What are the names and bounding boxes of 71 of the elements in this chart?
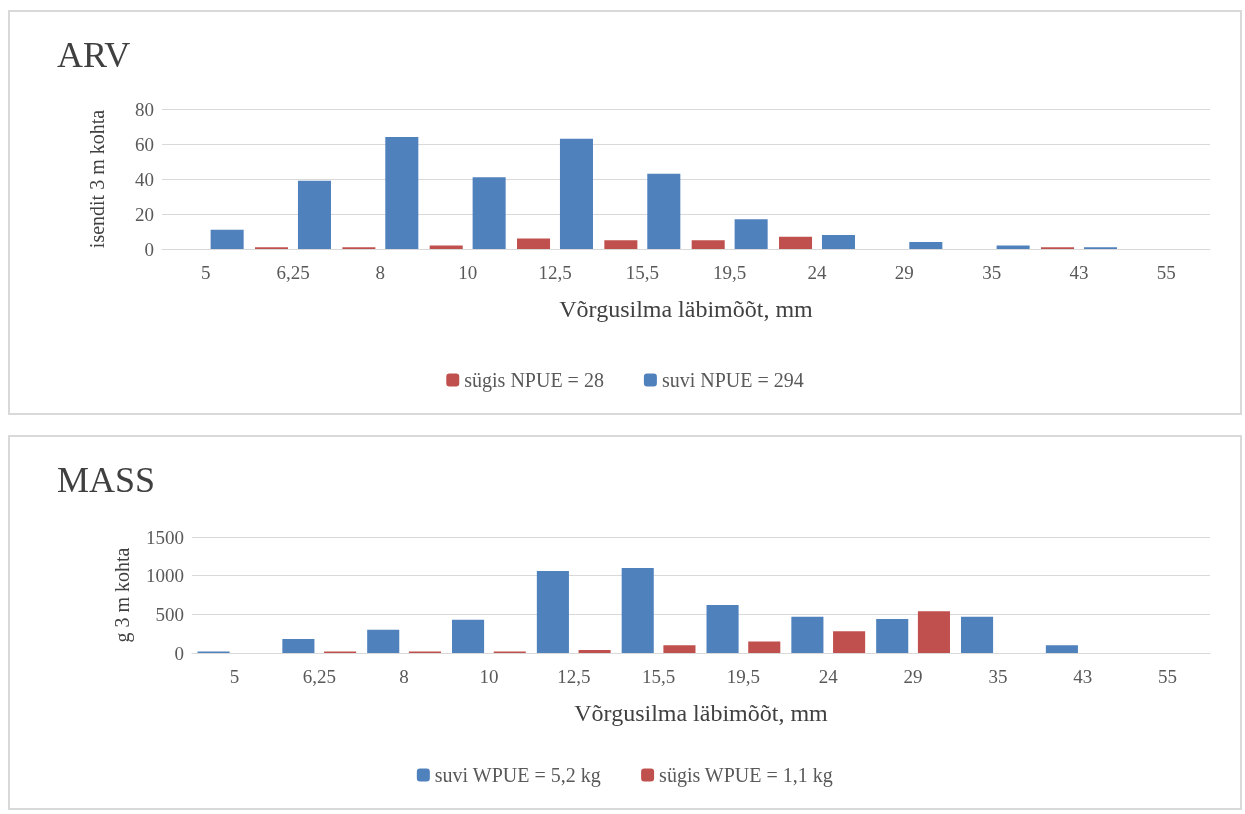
x-tick-label: 29	[894, 262, 914, 283]
legend-label: suvi WPUE = 5,2 kg	[434, 764, 601, 787]
bar	[578, 649, 611, 653]
x-tick-label: 10	[458, 262, 478, 283]
bar	[961, 616, 994, 653]
x-tick-label: 29	[903, 666, 923, 687]
x-tick-label: 35	[988, 666, 1008, 687]
y-tick-label: 1000	[146, 565, 184, 587]
x-tick-label: 15,5	[641, 666, 676, 687]
bar	[367, 629, 400, 653]
x-tick-label: 6,25	[302, 666, 336, 687]
y-tick-label: 1500	[146, 526, 184, 548]
bar	[706, 605, 739, 653]
bar	[559, 138, 593, 249]
y-tick-label: 80	[135, 98, 154, 120]
x-tick-label: 12,5	[538, 262, 572, 283]
x-tick-label: 35	[982, 262, 1002, 283]
chart-title: MASS	[57, 460, 156, 500]
bar	[748, 641, 781, 653]
y-axis-title: isendit 3 m kohta	[86, 109, 108, 249]
bar	[691, 240, 725, 249]
y-tick-label: 40	[135, 168, 154, 190]
bar	[663, 645, 696, 653]
y-tick-label: 0	[174, 642, 184, 664]
bar	[604, 240, 638, 249]
x-tick-label: 24	[818, 666, 839, 687]
x-axis-title: Võrgusilma läbimõõt, mm	[559, 296, 814, 322]
bar	[282, 639, 315, 653]
bar	[210, 229, 244, 249]
x-tick-label: 8	[399, 666, 409, 687]
y-tick-label: 500	[155, 603, 184, 625]
x-tick-label: 10	[479, 666, 499, 687]
bar	[821, 235, 855, 249]
y-tick-label: 20	[135, 203, 154, 225]
x-tick-label: 15,5	[625, 262, 659, 283]
bar	[791, 616, 824, 653]
x-tick-label: 43	[1073, 666, 1093, 687]
bar	[876, 618, 909, 653]
bar	[385, 137, 419, 249]
x-tick-label: 6,25	[276, 262, 310, 283]
legend-label: sügis WPUE = 1,1 kg	[659, 764, 833, 787]
bar	[779, 236, 813, 249]
chart-title: ARV	[57, 35, 131, 75]
bar	[909, 242, 943, 249]
bar	[917, 611, 950, 653]
bar	[1045, 645, 1078, 653]
bar	[734, 219, 768, 249]
x-tick-label: 43	[1069, 262, 1089, 283]
x-tick-label: 5	[200, 262, 211, 283]
x-tick-label: 55	[1156, 262, 1176, 283]
y-axis-title: g 3 m kohta	[111, 547, 134, 643]
y-tick-label: 0	[144, 238, 154, 260]
x-tick-label: 8	[375, 262, 386, 283]
bar	[297, 180, 331, 249]
x-tick-label: 24	[807, 262, 827, 283]
legend-label: sügis NPUE = 28	[464, 369, 604, 392]
x-tick-label: 19,5	[713, 262, 747, 283]
bar	[517, 238, 551, 249]
bar	[472, 177, 506, 249]
x-tick-label: 55	[1158, 666, 1178, 687]
x-tick-label: 5	[229, 666, 240, 687]
bar	[536, 571, 569, 653]
x-tick-label: 19,5	[726, 666, 761, 687]
bar	[833, 631, 866, 653]
bar	[452, 619, 485, 653]
y-tick-label: 60	[135, 133, 154, 155]
x-axis-title: Võrgusilma läbimõõt, mm	[574, 700, 829, 726]
legend-label: suvi NPUE = 294	[661, 369, 804, 391]
bar	[621, 567, 654, 653]
bar	[647, 173, 681, 249]
x-tick-label: 12,5	[557, 666, 591, 687]
